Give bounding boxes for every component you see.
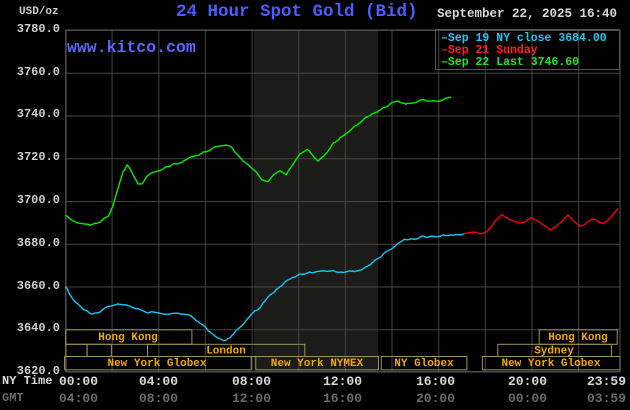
svg-text:Hong Kong: Hong Kong (548, 332, 607, 344)
svg-text:London: London (206, 346, 246, 358)
svg-text:New York Globex: New York Globex (107, 358, 206, 370)
svg-text:New York Globex: New York Globex (501, 358, 600, 370)
svg-text:New York NYMEX: New York NYMEX (271, 358, 364, 370)
svg-text:Hong Kong: Hong Kong (98, 332, 157, 344)
svg-text:NY Globex: NY Globex (394, 358, 454, 370)
svg-text:Sydney: Sydney (534, 346, 574, 358)
